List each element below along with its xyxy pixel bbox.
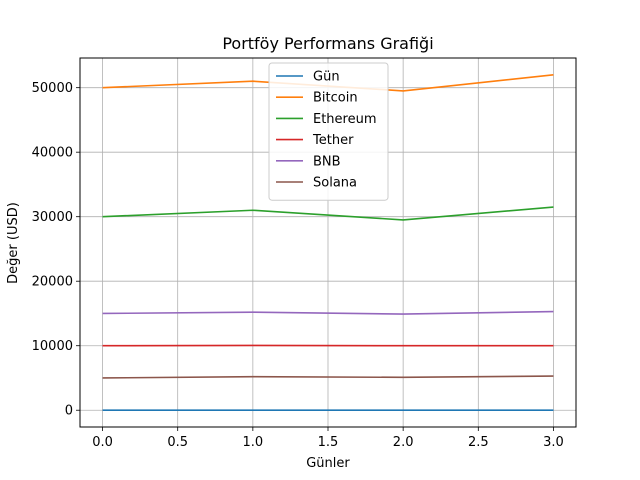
y-tick-label: 20000: [32, 275, 73, 290]
chart-title: Portföy Performans Grafiği: [222, 34, 433, 53]
series-line-bnb: [102, 310, 554, 315]
y-axis-ticks: 0 10000 20000 30000 40000 50000: [32, 81, 80, 419]
x-tick-label: 2.0: [393, 435, 414, 450]
series-line-ethereum: [102, 206, 554, 221]
x-tick-label: 1.0: [243, 435, 264, 450]
y-tick-label: 0: [65, 404, 73, 419]
x-tick-label: 0.0: [92, 435, 113, 450]
legend-label: Solana: [313, 176, 357, 191]
y-tick-label: 40000: [32, 146, 73, 161]
legend-label: Tether: [312, 133, 354, 148]
y-axis-label: Değer (USD): [6, 202, 21, 284]
legend-label: Ethereum: [313, 112, 377, 127]
x-axis-ticks: 0.0 0.5 1.0 1.5 2.0 2.5 3.0: [92, 427, 564, 450]
x-tick-label: 0.5: [167, 435, 188, 450]
legend-label: Bitcoin: [313, 91, 358, 106]
series-line-solana: [102, 375, 554, 379]
x-tick-label: 2.5: [468, 435, 489, 450]
x-tick-label: 1.5: [318, 435, 339, 450]
legend-label: Gün: [313, 70, 340, 85]
x-axis-label: Günler: [306, 456, 350, 471]
y-tick-label: 30000: [32, 210, 73, 225]
y-tick-label: 10000: [32, 339, 73, 354]
y-tick-label: 50000: [32, 81, 73, 96]
x-tick-label: 3.0: [543, 435, 564, 450]
legend-label: BNB: [313, 154, 341, 169]
legend: Gün Bitcoin Ethereum Tether BNB Solana: [268, 62, 389, 201]
